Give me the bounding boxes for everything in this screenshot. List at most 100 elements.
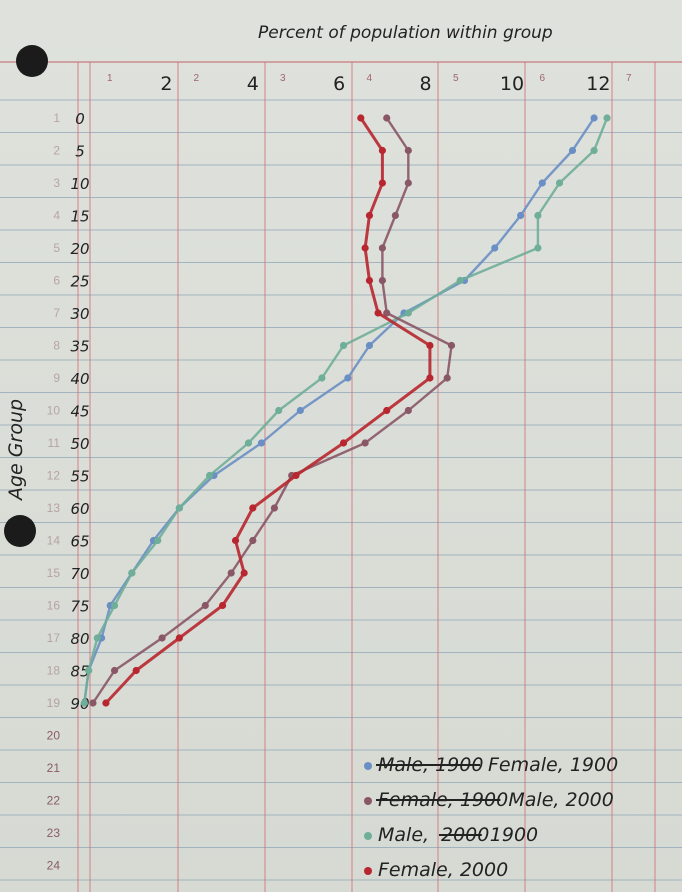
row-number: 18 [47,664,61,678]
y-tick-label: 80 [70,630,89,648]
data-point [110,601,119,610]
y-tick-label: 50 [70,435,89,453]
data-point [89,699,97,707]
printed-column-numbers: 1 2 3 4 5 6 7 [107,73,632,84]
data-point [426,341,434,350]
data-point [404,179,412,187]
column-number: 6 [540,73,546,84]
data-point [244,439,253,447]
binder-hole-top [16,45,48,77]
data-point [365,341,374,350]
legend-label: Female, 2000 [378,859,508,881]
x-tick-label: 8 [420,73,432,95]
row-number: 16 [47,599,61,613]
data-point [447,341,456,350]
x-tick-label: 12 [586,73,610,95]
data-point [227,569,235,577]
row-number: 5 [53,241,60,255]
data-point [534,211,542,220]
column-number: 2 [194,73,200,84]
data-point [85,666,93,675]
data-point [456,276,464,285]
y-tick-label: 10 [70,175,89,193]
legend-marker [364,762,372,770]
data-point [603,114,611,122]
data-point [378,179,386,187]
series-male-1900 [80,114,611,707]
data-point [391,211,399,220]
data-point [491,244,499,252]
data-point [534,244,542,252]
data-point [339,439,348,447]
y-tick-label: 35 [70,338,89,356]
legend-label: 1900 [490,824,538,846]
data-point [378,146,386,155]
chart-title: Percent of population within group [258,23,553,43]
data-point [378,244,386,252]
row-number: 22 [47,794,61,808]
y-tick-label: 75 [70,598,89,616]
data-point [383,309,391,317]
legend-marker [364,832,372,840]
data-point [128,569,136,577]
y-tick-label: 15 [70,208,89,226]
legend-crossed-prefix: Male, [378,824,429,846]
data-point [318,374,326,382]
legend-marker [364,867,372,875]
data-point [443,374,451,382]
row-number: 21 [47,761,61,775]
row-number: 13 [47,501,61,515]
data-point [339,341,348,350]
margin-lines [77,62,656,892]
data-point [132,666,140,675]
binder-hole-middle [4,515,36,547]
ruled-lines [0,61,682,881]
data-point [374,309,382,317]
data-point [404,406,412,415]
data-point [365,276,374,285]
data-point [296,406,304,415]
data-point [555,179,564,187]
data-point [378,276,386,285]
x-tick-label: 6 [333,73,345,95]
column-number: 3 [280,73,286,84]
row-number: 9 [53,371,60,385]
data-point [249,504,257,512]
x-tick-label: 10 [500,73,524,95]
y-tick-label: 85 [70,663,89,681]
row-number: 3 [53,176,60,190]
y-tick-label: 55 [70,468,89,486]
row-number: 8 [53,339,60,353]
row-number: 6 [53,274,60,288]
data-point [218,601,227,610]
y-tick-label: 25 [70,273,89,291]
row-number: 2 [53,144,60,158]
y-tick-label: 0 [75,110,85,128]
series-female-1900 [80,114,598,707]
legend-label: Female, 1900 [488,754,618,776]
legend-entry: Male, 1900 Female, 1900 [364,754,618,776]
series-female-2000 [102,114,434,707]
series-line [91,116,453,705]
y-tick-label: 60 [70,500,89,518]
data-point [365,211,374,220]
y-tick-label: 65 [70,533,89,551]
data-point [206,471,214,480]
data-point [175,634,183,642]
data-point [292,471,300,480]
row-number: 12 [47,469,61,483]
data-point [93,634,101,642]
column-number: 7 [626,73,632,84]
x-axis-ticks: 2 4 6 8 10 12 [160,73,610,95]
x-tick-label: 2 [160,73,172,95]
data-point [110,666,119,675]
series-male-2000 [89,114,456,707]
row-number: 19 [47,696,61,710]
data-point [538,179,546,187]
data-point [249,536,257,545]
y-axis-label: Age Group [5,399,27,502]
data-point [383,406,391,415]
data-point [275,406,283,415]
